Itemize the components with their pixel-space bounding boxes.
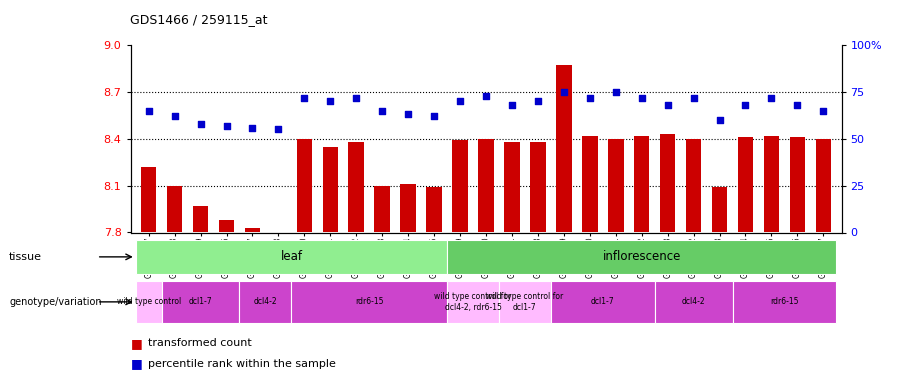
Bar bbox=[322, 147, 338, 232]
Point bbox=[194, 121, 208, 127]
Point bbox=[323, 98, 338, 104]
Text: genotype/variation: genotype/variation bbox=[9, 297, 102, 307]
Bar bbox=[136, 281, 162, 322]
Bar bbox=[193, 206, 208, 232]
Point bbox=[427, 113, 441, 119]
Text: transformed count: transformed count bbox=[148, 338, 252, 348]
Bar bbox=[400, 184, 416, 232]
Bar bbox=[162, 281, 239, 322]
Bar bbox=[634, 136, 650, 232]
Point bbox=[375, 108, 390, 114]
Bar bbox=[686, 139, 701, 232]
Bar bbox=[427, 187, 442, 232]
Point bbox=[582, 94, 597, 100]
Point bbox=[349, 94, 364, 100]
Point bbox=[505, 102, 519, 108]
Bar bbox=[166, 186, 183, 232]
Point bbox=[479, 93, 493, 99]
Bar bbox=[738, 137, 753, 232]
Text: dcl1-7: dcl1-7 bbox=[189, 297, 212, 306]
Point bbox=[661, 102, 675, 108]
Bar bbox=[712, 187, 727, 232]
Point bbox=[738, 102, 752, 108]
Point bbox=[634, 94, 649, 100]
Bar bbox=[789, 137, 806, 232]
Bar bbox=[608, 139, 624, 232]
Text: tissue: tissue bbox=[9, 252, 42, 262]
Point bbox=[608, 89, 623, 95]
Bar bbox=[733, 281, 836, 322]
Bar bbox=[504, 142, 519, 232]
Bar bbox=[447, 240, 836, 274]
Bar bbox=[499, 281, 551, 322]
Point bbox=[556, 89, 571, 95]
Point bbox=[220, 123, 234, 129]
Text: GDS1466 / 259115_at: GDS1466 / 259115_at bbox=[130, 13, 268, 26]
Text: ■: ■ bbox=[130, 337, 142, 350]
Bar bbox=[141, 167, 157, 232]
Bar bbox=[136, 240, 447, 274]
Text: leaf: leaf bbox=[281, 251, 302, 263]
Point bbox=[816, 108, 831, 114]
Bar bbox=[292, 281, 447, 322]
Point bbox=[401, 111, 416, 117]
Bar bbox=[374, 186, 390, 232]
Bar bbox=[660, 134, 675, 232]
Text: rdr6-15: rdr6-15 bbox=[355, 297, 383, 306]
Bar bbox=[815, 139, 831, 232]
Text: rdr6-15: rdr6-15 bbox=[770, 297, 798, 306]
Bar bbox=[551, 281, 654, 322]
Point bbox=[790, 102, 805, 108]
Text: wild type control for
dcl1-7: wild type control for dcl1-7 bbox=[486, 292, 563, 312]
Bar bbox=[447, 281, 499, 322]
Text: dcl4-2: dcl4-2 bbox=[254, 297, 277, 306]
Text: dcl4-2: dcl4-2 bbox=[682, 297, 706, 306]
Bar bbox=[239, 281, 292, 322]
Bar bbox=[453, 140, 468, 232]
Point bbox=[712, 117, 726, 123]
Bar bbox=[219, 220, 234, 232]
Bar bbox=[297, 139, 312, 232]
Bar bbox=[582, 136, 598, 232]
Point bbox=[297, 94, 311, 100]
Bar bbox=[478, 139, 494, 232]
Point bbox=[141, 108, 156, 114]
Point bbox=[531, 98, 545, 104]
Text: inflorescence: inflorescence bbox=[602, 251, 681, 263]
Point bbox=[453, 98, 467, 104]
Text: wild type control: wild type control bbox=[116, 297, 181, 306]
Bar bbox=[245, 228, 260, 232]
Bar bbox=[654, 281, 733, 322]
Bar bbox=[764, 136, 779, 232]
Point bbox=[764, 94, 778, 100]
Text: dcl1-7: dcl1-7 bbox=[591, 297, 615, 306]
Text: wild type control for
dcl4-2, rdr6-15: wild type control for dcl4-2, rdr6-15 bbox=[435, 292, 512, 312]
Text: percentile rank within the sample: percentile rank within the sample bbox=[148, 359, 337, 369]
Bar bbox=[348, 142, 364, 232]
Bar bbox=[530, 142, 545, 232]
Bar bbox=[556, 65, 572, 232]
Point bbox=[167, 113, 182, 119]
Point bbox=[687, 94, 701, 100]
Point bbox=[271, 126, 285, 132]
Point bbox=[246, 124, 260, 130]
Text: ■: ■ bbox=[130, 357, 142, 370]
